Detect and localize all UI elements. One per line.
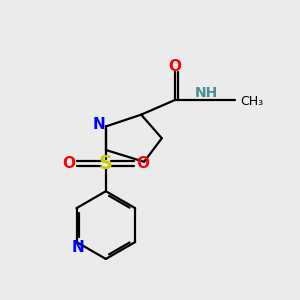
Text: O: O <box>62 156 75 171</box>
Text: O: O <box>137 156 150 171</box>
Text: N: N <box>72 240 84 255</box>
Text: NH: NH <box>194 86 218 100</box>
Text: N: N <box>93 118 106 133</box>
Text: CH₃: CH₃ <box>240 95 263 108</box>
Text: S: S <box>99 154 113 173</box>
Text: O: O <box>169 58 182 74</box>
